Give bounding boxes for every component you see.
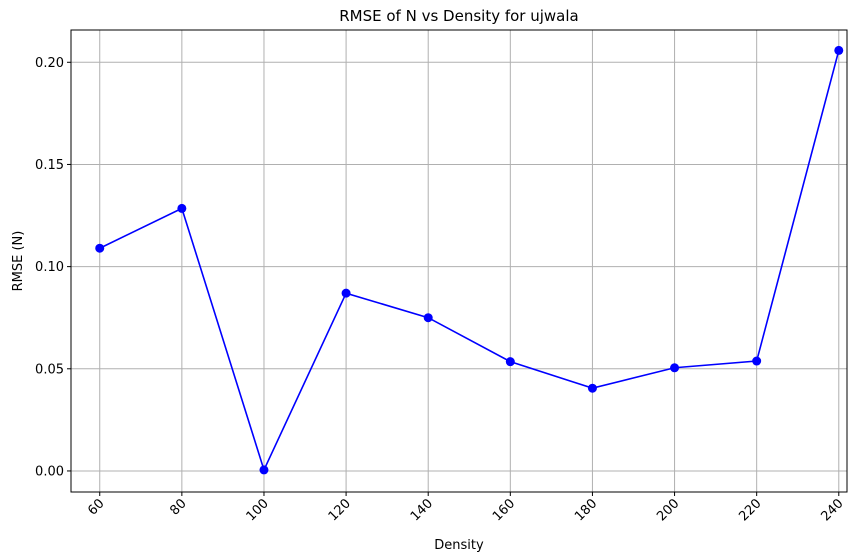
y-tick-label: 0.20 xyxy=(35,56,64,71)
series-path xyxy=(99,50,840,473)
x-tick-label: 100 xyxy=(244,496,272,524)
series-line xyxy=(95,45,844,475)
y-axis: 0.00 0.05 0.10 0.15 0.20 xyxy=(35,56,71,479)
x-tick-label: 220 xyxy=(736,496,764,524)
chart-title: RMSE of N vs Density for ujwala xyxy=(339,7,579,25)
data-point xyxy=(752,356,762,366)
y-tick-label: 0.05 xyxy=(35,362,64,377)
x-tick-label: 160 xyxy=(490,496,518,524)
x-tick-label: 120 xyxy=(326,496,354,524)
data-point xyxy=(834,45,844,55)
data-point xyxy=(670,363,680,373)
y-tick-label: 0.00 xyxy=(35,464,64,479)
plot-frame xyxy=(70,29,848,493)
x-axis: 60 80 100 120 140 160 180 200 220 240 xyxy=(85,492,847,524)
data-point xyxy=(587,383,597,393)
y-axis-label: RMSE (N) xyxy=(11,231,26,292)
data-point xyxy=(95,243,105,253)
x-tick-label: 140 xyxy=(408,496,436,524)
x-axis-label: Density xyxy=(434,538,484,553)
x-tick-label: 60 xyxy=(85,496,107,518)
x-tick-label: 240 xyxy=(818,496,846,524)
grid xyxy=(71,30,847,492)
data-point xyxy=(177,203,187,213)
data-point xyxy=(505,357,515,367)
x-tick-label: 80 xyxy=(167,496,189,518)
data-point xyxy=(259,465,269,475)
x-tick-label: 200 xyxy=(654,496,682,524)
y-tick-label: 0.10 xyxy=(35,260,64,275)
y-tick-label: 0.15 xyxy=(35,158,64,173)
data-point xyxy=(341,288,351,298)
x-tick-label: 180 xyxy=(572,496,600,524)
data-point xyxy=(423,313,433,323)
